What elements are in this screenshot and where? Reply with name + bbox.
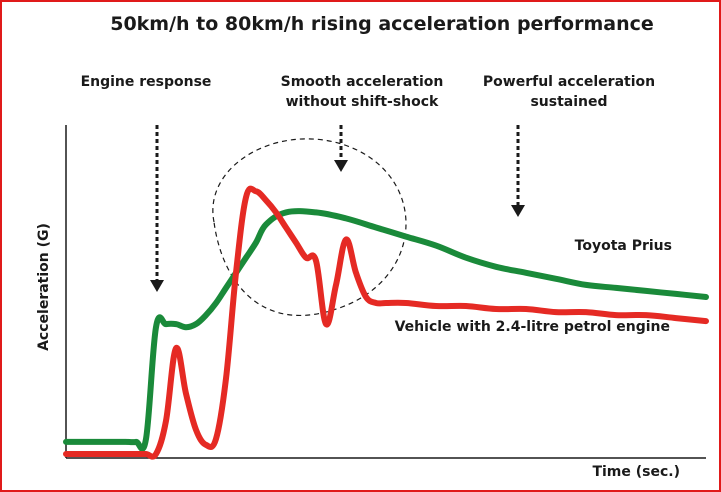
annotation-3-line-2: sustained [530,94,607,110]
annotation-arrowhead-2 [334,160,348,172]
chart-title: 50km/h to 80km/h rising acceleration per… [110,13,654,35]
annotation-3-line-1: Powerful acceleration [483,74,655,90]
axes [65,125,706,459]
x-axis-label: Time (sec.) [592,464,680,480]
annotation-2: Smooth acceleration without shift-shock [281,74,444,110]
annotation-arrows [150,125,525,292]
highlight-ellipse [212,138,407,317]
annotation-2-line-2: without shift-shock [286,94,439,110]
annotation-1-line-1: Engine response [81,74,212,90]
series-label-prius: Toyota Prius [575,238,672,254]
annotation-2-line-1: Smooth acceleration [281,74,444,90]
annotation-arrowhead-1 [150,280,164,292]
series-line-petrol [63,185,709,460]
annotations: Engine response Smooth acceleration withou… [81,74,656,110]
annotation-1: Engine response [81,74,212,90]
annotation-arrowhead-3 [511,205,525,217]
series-lines [63,185,709,460]
series-label-petrol: Vehicle with 2.4-litre petrol engine [395,319,670,335]
annotation-3: Powerful acceleration sustained [483,74,655,110]
y-axis-label: Acceleration (G) [36,223,52,351]
